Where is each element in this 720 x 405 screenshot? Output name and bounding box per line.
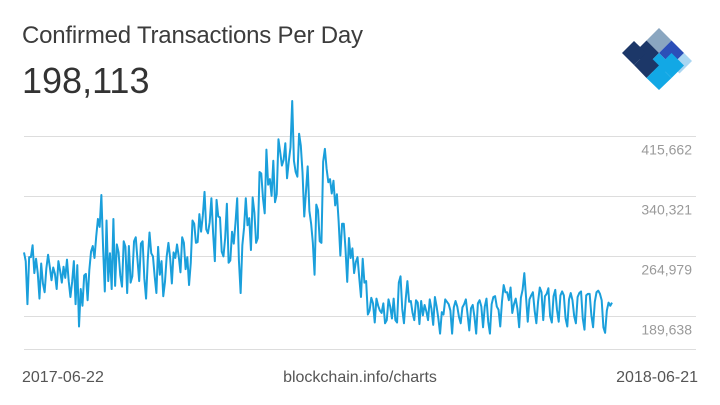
series-group [23,100,613,335]
logo-tile-lower-right [659,53,684,78]
y-tick-label: 340,321 [641,201,692,217]
end-date-label: 2018-06-21 [616,369,698,386]
start-date-label: 2017-06-22 [22,369,104,386]
y-tick-labels: 415,662 340,321 264,979 189,638 [641,141,692,337]
source-label: blockchain.info/charts [283,369,437,386]
current-value: 198,113 [22,60,150,101]
chart-title: Confirmed Transactions Per Day [22,22,363,49]
y-tick-label: 415,662 [641,141,692,157]
logo-tile-lower [646,65,672,90]
y-tick-label: 264,979 [641,261,692,277]
grid-lines [24,136,696,350]
series-line [23,100,613,335]
blockchain-logo-icon [622,28,692,90]
logo-tile-far-left [622,41,647,65]
y-tick-label: 189,638 [641,321,692,337]
